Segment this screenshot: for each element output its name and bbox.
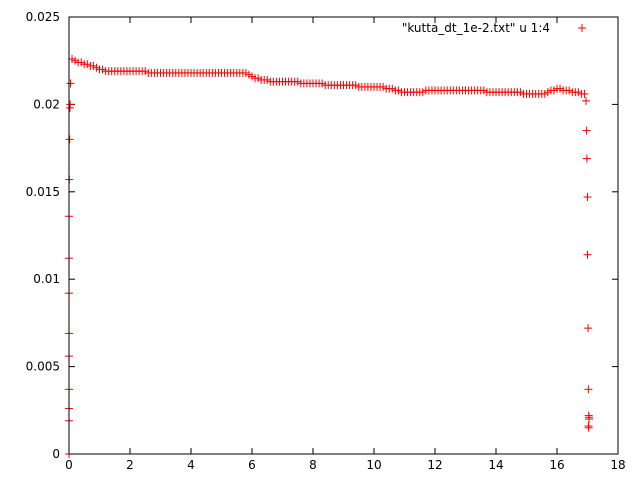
x-tick-label: 8 xyxy=(309,458,317,472)
x-tick-label: 10 xyxy=(366,458,381,472)
data-point xyxy=(585,415,594,424)
y-tick-label: 0.015 xyxy=(26,185,60,199)
x-tick-label: 6 xyxy=(248,458,256,472)
data-point xyxy=(583,193,592,202)
x-tick-label: 16 xyxy=(549,458,564,472)
data-point xyxy=(584,324,593,333)
axis-tick-labels: 0 2 4 6 8 10 12 14 16 18 0 0.005 0.01 0.015 0.02 0.025 xyxy=(26,10,626,472)
data-point xyxy=(580,89,589,98)
legend-plus-icon xyxy=(578,24,586,32)
x-tick-label: 14 xyxy=(488,458,503,472)
data-point xyxy=(65,135,74,144)
y-tick-label: 0 xyxy=(52,447,60,461)
legend-marker xyxy=(578,24,586,32)
y-tick-label: 0.005 xyxy=(26,360,60,374)
y-tick-label: 0.01 xyxy=(33,272,60,286)
data-point xyxy=(584,385,593,394)
data-point xyxy=(581,96,590,105)
x-tick-label: 0 xyxy=(65,458,73,472)
data-point xyxy=(584,423,593,432)
y-tick-label: 0.02 xyxy=(33,97,60,111)
plot-frame xyxy=(68,16,619,455)
data-point xyxy=(582,126,591,135)
data-point xyxy=(583,250,592,259)
legend-label: "kutta_dt_1e-2.txt" u 1:4 xyxy=(402,21,550,35)
y-tick-label: 0.025 xyxy=(26,10,60,24)
data-point xyxy=(582,154,591,163)
x-tick-label: 12 xyxy=(427,458,442,472)
legend: "kutta_dt_1e-2.txt" u 1:4 xyxy=(402,21,586,35)
data-point xyxy=(66,79,75,88)
data-point xyxy=(66,100,75,109)
data-points xyxy=(65,54,594,458)
x-tick-label: 4 xyxy=(187,458,195,472)
x-tick-label: 18 xyxy=(610,458,625,472)
x-tick-label: 2 xyxy=(126,458,134,472)
